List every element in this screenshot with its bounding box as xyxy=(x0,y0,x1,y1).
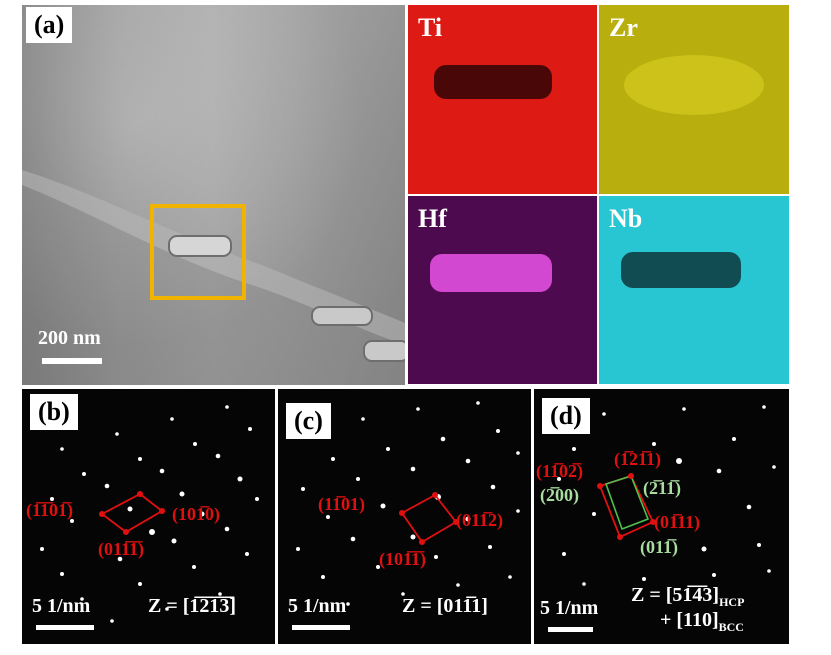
eds-map-zr: Zr xyxy=(599,5,789,194)
index-label-d-red-2: (1̅21̅1) xyxy=(614,449,661,469)
zone-axis-d-line1: Z = [51̅4̅3]HCP xyxy=(631,584,744,610)
map-label-hf: Hf xyxy=(418,204,447,233)
sem-image: (a) 200 nm xyxy=(22,5,405,385)
zone-axis-d-main: Z = [51̅4̅3] xyxy=(631,584,720,606)
panel-label-d: (d) xyxy=(542,398,590,434)
map-label-zr: Zr xyxy=(609,13,638,42)
eds-map-hf: Hf xyxy=(408,196,597,384)
panel-label-a: (a) xyxy=(26,7,73,43)
index-label-d-green-2: (2̅11̅) xyxy=(643,478,681,498)
map-label-nb: Nb xyxy=(609,204,643,233)
index-label-b-3: (011̅1̅) xyxy=(98,539,145,559)
eds-map-nb: Nb xyxy=(599,196,789,384)
index-label-b-2: (101̅0) xyxy=(172,504,220,524)
scale-bar-text-c: 5 1/nm xyxy=(288,595,347,617)
index-label-d-red-1: (11̅02̅) xyxy=(536,461,583,481)
saed-pattern-b: (b) (1̅1̅01̅) (101̅0) (011̅1̅) 5 1/nm Z … xyxy=(22,389,275,644)
index-label-d-red-3: (01̅11) xyxy=(654,512,701,532)
index-label-b-1: (1̅1̅01̅) xyxy=(26,500,73,520)
zone-axis-d-plus: + [110] xyxy=(660,609,719,631)
zone-axis-d-line2: + [110]BCC xyxy=(660,609,744,635)
index-label-c-1: (11̅01) xyxy=(318,494,365,514)
saed-pattern-c: (c) (11̅01) (011̅2) (101̅1̅) 5 1/nm Z = … xyxy=(278,389,531,644)
index-label-c-2: (011̅2) xyxy=(456,510,503,530)
index-label-d-green-3: (011̅) xyxy=(640,537,678,557)
zone-axis-d-sub1: HCP xyxy=(719,595,745,609)
map-label-ti: Ti xyxy=(418,13,443,42)
index-label-c-3: (101̅1̅) xyxy=(379,549,426,569)
zone-axis-b: Z = [1̅2̅1̅3̅] xyxy=(148,595,237,617)
saed-pattern-d: (d) (11̅02̅) (1̅21̅1) (01̅11) (2̅00) (2̅… xyxy=(534,389,789,644)
panel-label-c: (c) xyxy=(286,403,331,439)
scale-bar-text-b: 5 1/nm xyxy=(32,595,91,617)
panel-label-b: (b) xyxy=(30,394,78,430)
index-label-d-green-1: (2̅00) xyxy=(540,485,579,505)
scale-bar-text-a: 200 nm xyxy=(38,327,101,349)
zone-axis-c: Z = [011̅1] xyxy=(402,595,488,617)
zone-axis-d-sub2: BCC xyxy=(718,620,744,634)
scale-bar-text-d: 5 1/nm xyxy=(540,597,599,619)
eds-map-ti: Ti xyxy=(408,5,597,194)
